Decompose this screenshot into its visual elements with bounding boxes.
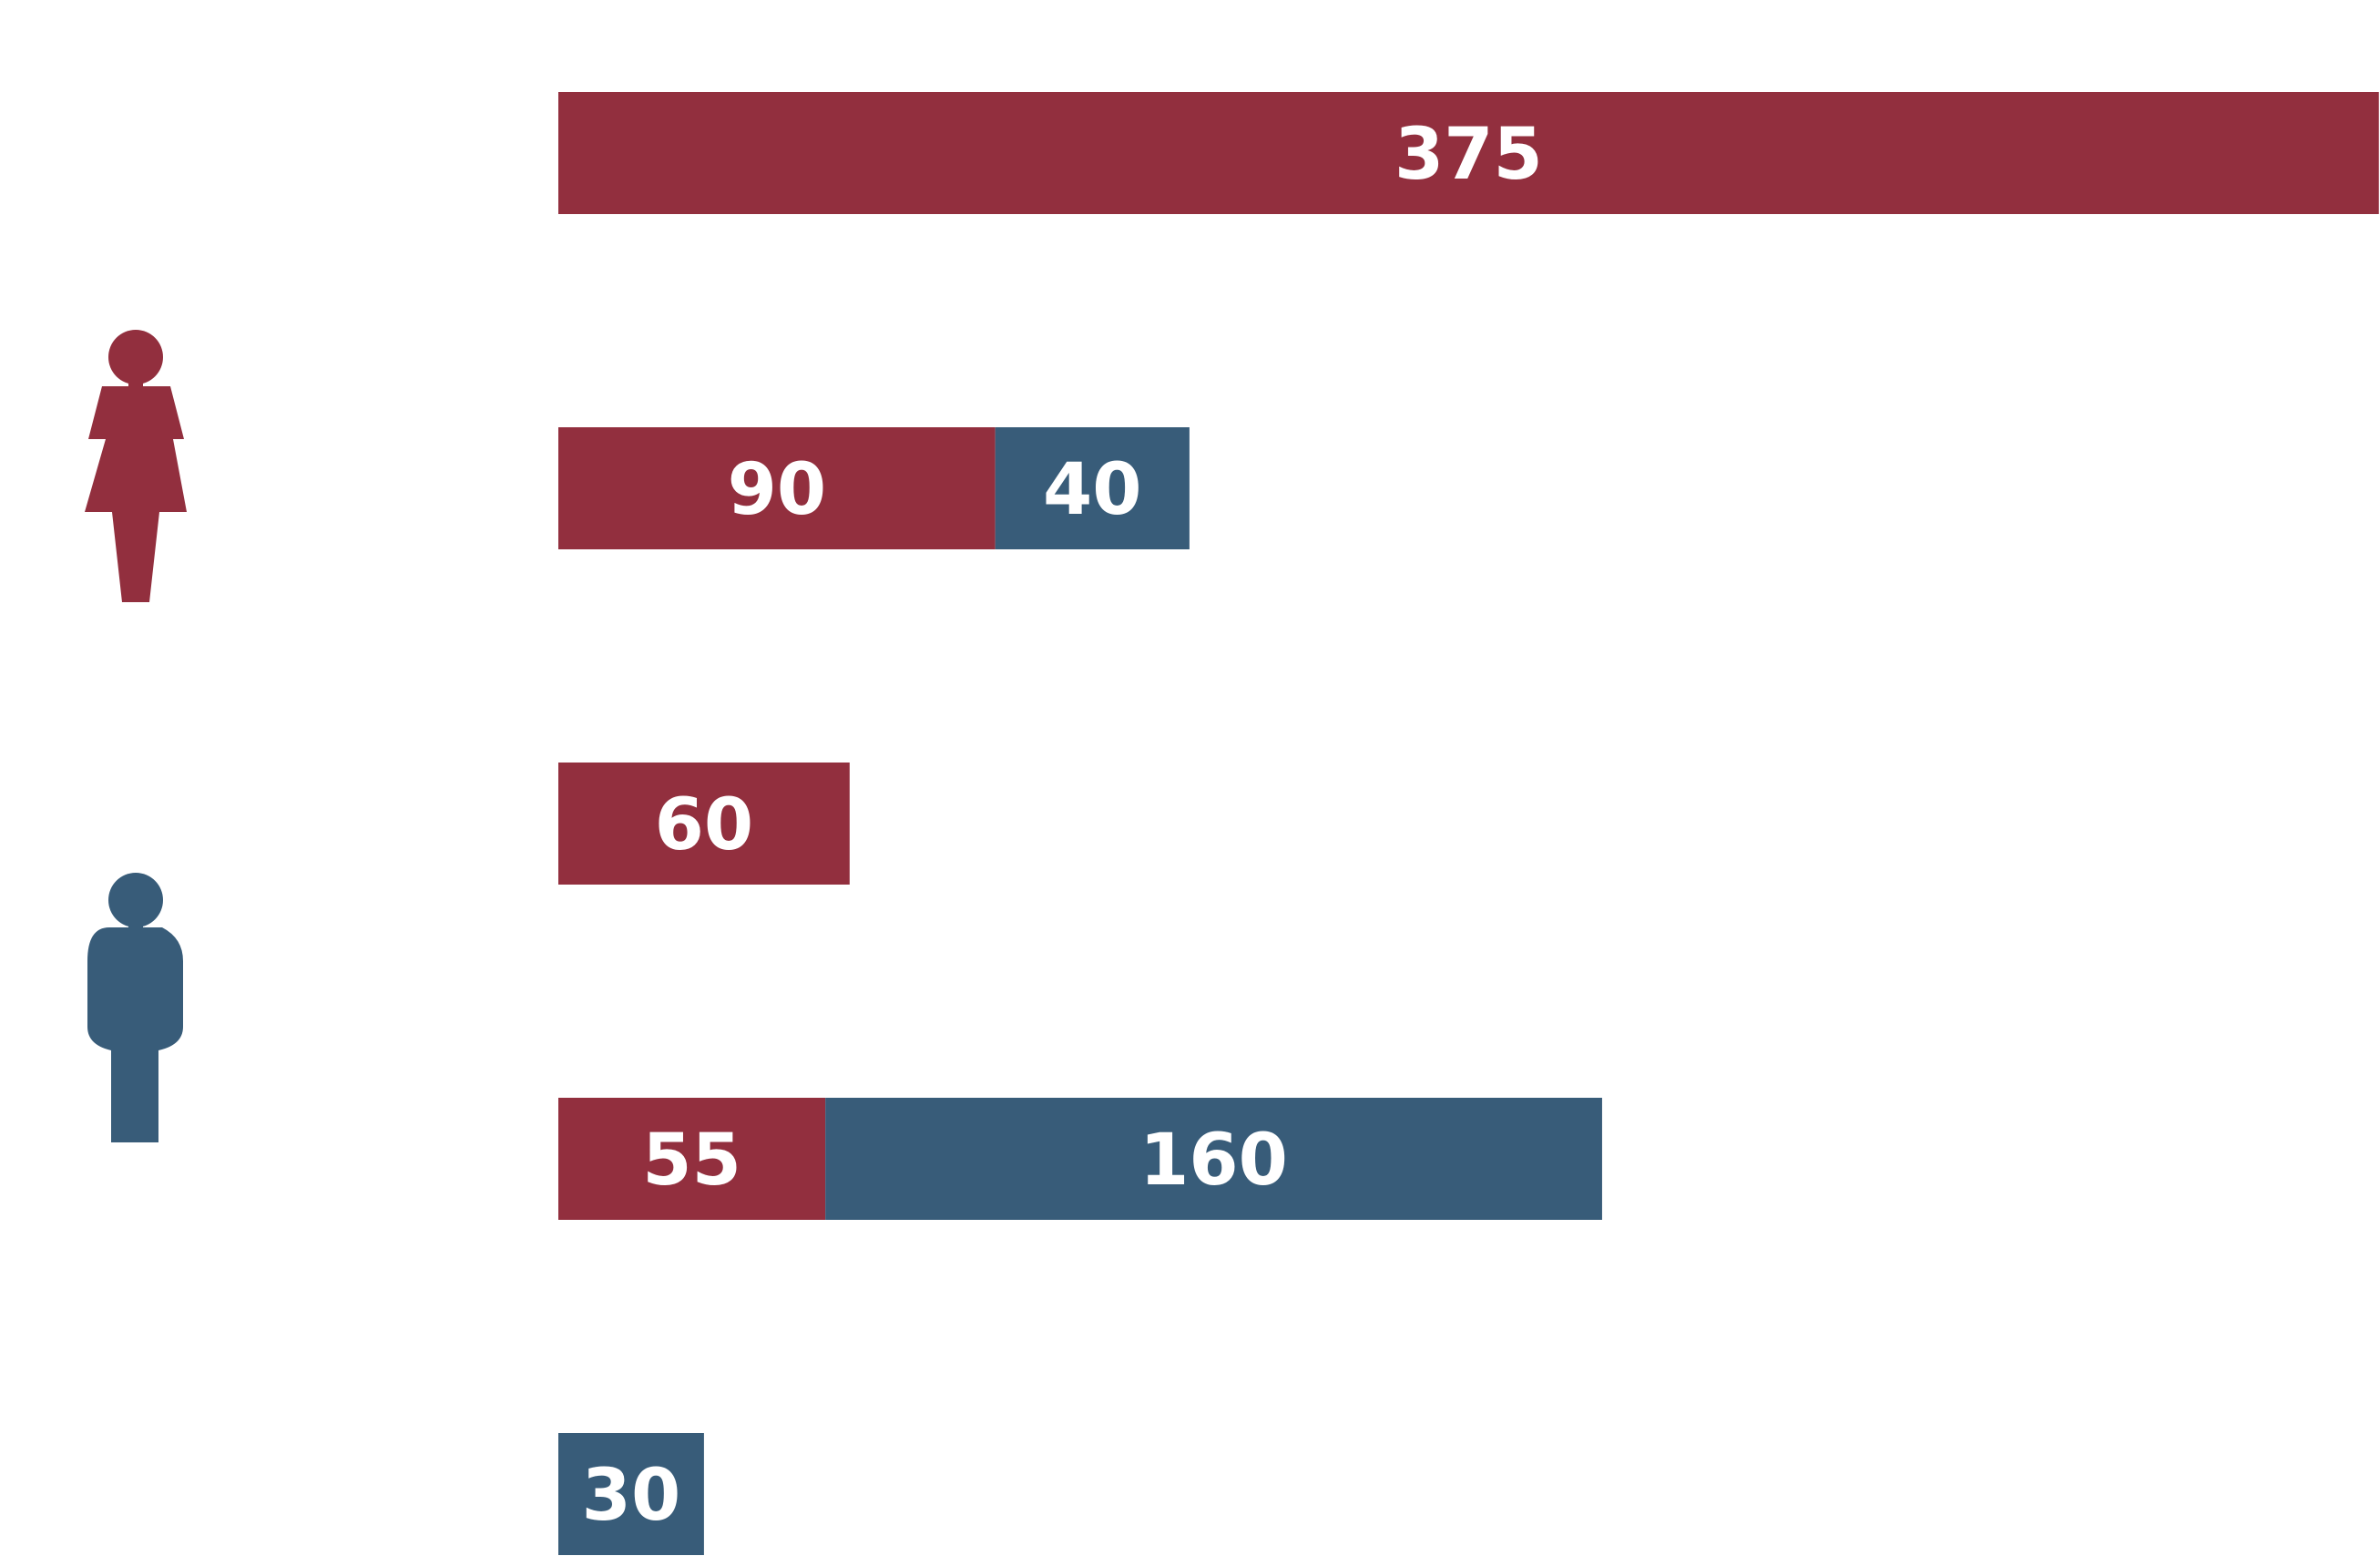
data-label-row2-series1: 90 [728, 449, 827, 531]
bar-row4-series1 [558, 1098, 826, 1220]
bar-row5-series2 [558, 1433, 704, 1555]
data-label-row4-series1: 55 [642, 1120, 741, 1202]
data-label-row2-series2: 40 [1043, 449, 1142, 531]
data-label-row1-series1: 375 [1394, 114, 1543, 196]
bar-row2-series2 [995, 427, 1190, 549]
data-label-row4-series2: 160 [1139, 1120, 1288, 1202]
bar-row1-series1 [558, 92, 2379, 214]
data-label-row3-series1: 60 [655, 784, 754, 866]
bar-row4-series2 [825, 1098, 1602, 1220]
bar-row3-series1 [558, 763, 850, 885]
female-figure-icon [85, 330, 187, 602]
legend [85, 330, 187, 1142]
data-label-row5-series2: 30 [582, 1455, 681, 1537]
bars: 375 90 40 60 55 160 30 [558, 92, 2379, 1555]
male-figure-icon [87, 873, 183, 1142]
bar-row2-series1 [558, 427, 996, 549]
